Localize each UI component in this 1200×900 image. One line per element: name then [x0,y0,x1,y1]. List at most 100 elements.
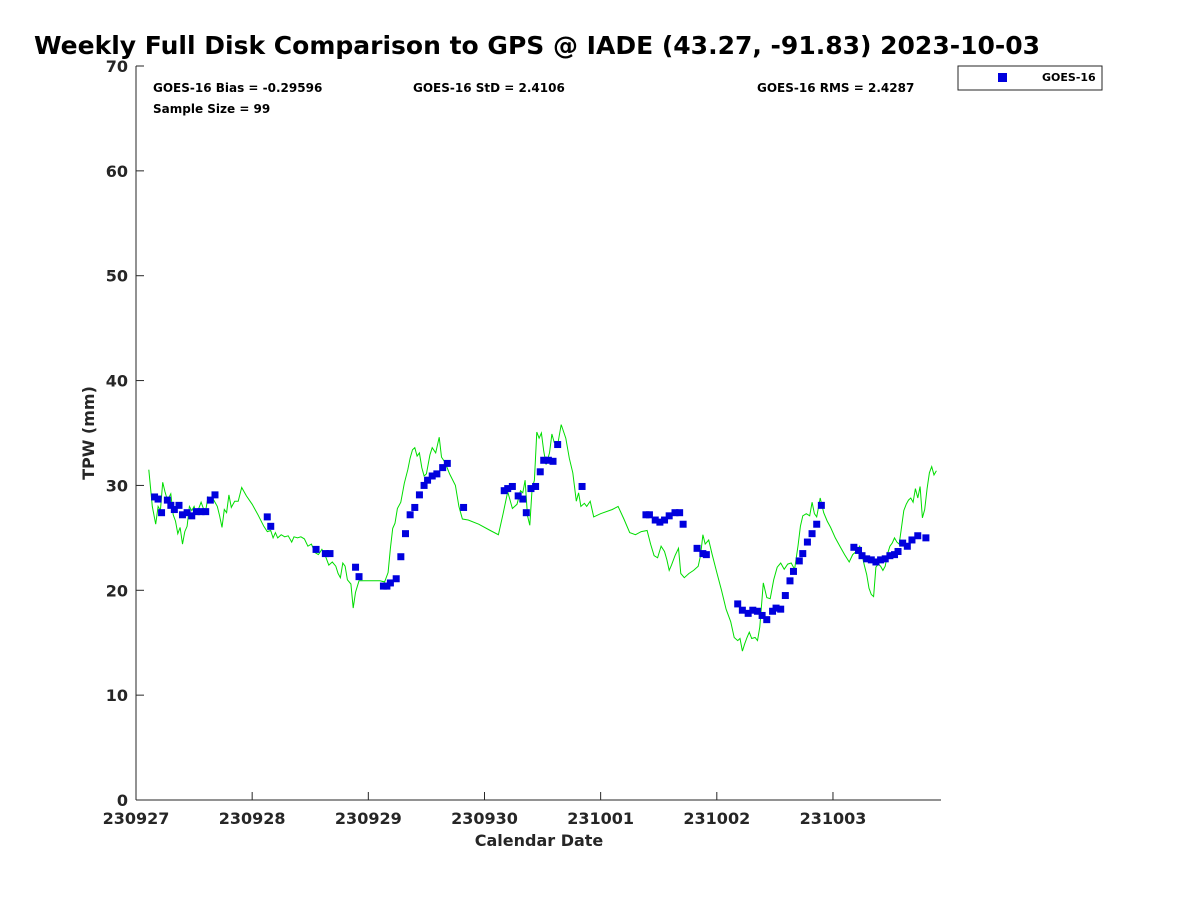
goes-data-point [321,550,329,558]
goes-data-point [392,575,400,583]
goes-data-point [544,456,552,464]
goes-data-point [420,481,428,489]
legend-marker-goes [998,73,1007,82]
x-tick-label: 230927 [103,809,170,828]
goes-data-point [267,522,275,530]
goes-data-point [175,501,183,509]
legend-box [957,65,1103,91]
goes-data-point [922,534,930,542]
goes-data-point [772,604,780,612]
goes-data-point [211,491,219,499]
goes-data-point [777,605,785,613]
gps-series [148,424,937,652]
gps-series-line [148,424,937,652]
goes-data-point [803,538,811,546]
goes-data-point [522,509,530,517]
goes-data-point [540,456,548,464]
goes-data-point [867,556,875,564]
legend: GOES-16 [957,65,1103,91]
goes-data-point [532,482,540,490]
goes-data-point [428,472,436,480]
x-tick-label: 230929 [335,809,402,828]
y-tick-label: 60 [106,162,128,181]
goes-data-point [411,503,419,511]
y-tick-label: 10 [106,686,128,705]
goes-data-point [872,558,880,566]
goes-data-point [554,441,562,449]
goes-data-point [645,511,653,519]
goes-data-point [527,485,535,493]
goes-data-point [170,506,178,514]
stats-annotations: GOES-16 Bias = -0.29596 GOES-16 StD = 2.… [153,81,914,116]
goes-data-point [863,555,871,563]
goes-data-point [401,530,409,538]
chart-title: Weekly Full Disk Comparison to GPS @ IAD… [34,31,1040,60]
goes-data-point [206,496,214,504]
y-axis-label: TPW (mm) [79,386,98,480]
goes-data-point [154,495,162,503]
x-axis-label: Calendar Date [475,831,604,850]
goes-data-point [433,470,441,478]
goes-data-point [738,606,746,614]
goes-data-point [656,518,664,526]
x-tick-label: 231003 [800,809,867,828]
goes-data-point [808,530,816,538]
goes-data-point [504,485,512,493]
goes-data-point [781,592,789,600]
goes-data-point [460,503,468,511]
goes-data-point [536,468,544,476]
goes-data-point [326,550,334,558]
y-tick-label: 40 [106,372,128,391]
goes-data-point [795,557,803,565]
goes-data-point [786,577,794,585]
sample-size-stat: Sample Size = 99 [153,102,270,116]
std-stat: GOES-16 StD = 2.4106 [413,81,565,95]
goes-data-point [908,536,916,544]
x-tick-label: 231001 [567,809,634,828]
goes-data-point [894,547,902,555]
goes-data-point [508,482,516,490]
bias-stat: GOES-16 Bias = -0.29596 [153,81,322,95]
goes-data-point [188,512,196,520]
rms-stat: GOES-16 RMS = 2.4287 [757,81,914,95]
goes-data-point [789,567,797,575]
goes-data-point [355,573,363,581]
goes-data-point [192,508,200,516]
goes-data-point [877,556,885,564]
goes-data-point [202,508,210,516]
goes-data-point [671,509,679,517]
goes-data-point [903,542,911,550]
goes-data-point [167,501,175,509]
goes-data-point [850,543,858,551]
goes-data-point [424,476,432,484]
goes-data-point [386,579,394,587]
goes-data-point [899,539,907,547]
goes-data-point [178,511,186,519]
goes-data-point [406,511,414,519]
goes-data-point [651,516,659,524]
goes-data-point [661,516,669,524]
goes-data-point [763,616,771,624]
y-tick-label: 30 [106,476,128,495]
goes-data-point [197,508,205,516]
goes-data-point [519,495,527,503]
goes-data-point [886,552,894,560]
goes-data-point [163,496,171,504]
goes-data-point [749,606,757,614]
goes-data-point [443,459,451,467]
y-tick-label: 50 [106,267,128,286]
x-tick-label: 230928 [219,809,286,828]
x-ticks: 230927 230928 230929 230930 231001 231002 2310… [103,792,867,828]
legend-label-goes: GOES-16 [1042,71,1096,84]
y-tick-label: 0 [117,791,128,810]
goes-data-point [799,550,807,558]
goes-data-point [817,501,825,509]
goes-data-point [813,520,821,528]
goes-data-point [665,512,673,520]
goes-data-point [881,555,889,563]
goes-data-point [753,607,761,615]
goes-data-point [352,563,360,571]
y-tick-label: 20 [106,581,128,600]
goes-series [151,441,930,624]
goes-data-point [263,513,271,521]
